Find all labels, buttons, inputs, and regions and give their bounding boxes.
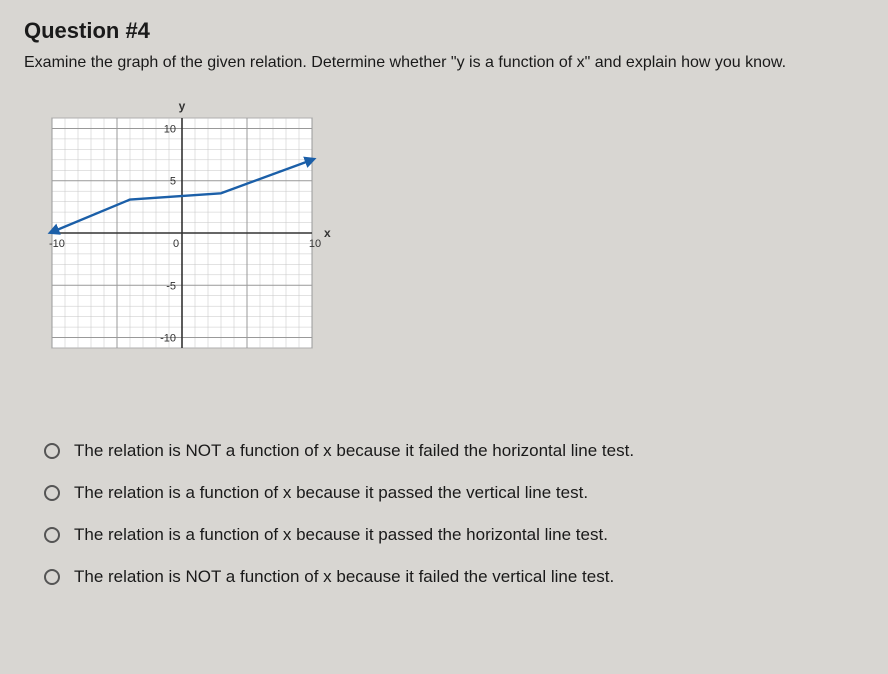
- option-row[interactable]: The relation is NOT a function of x beca…: [44, 441, 864, 461]
- radio-button[interactable]: [44, 485, 60, 501]
- svg-text:-5: -5: [166, 280, 176, 292]
- option-text: The relation is a function of x because …: [74, 483, 588, 503]
- svg-text:-10: -10: [160, 333, 176, 345]
- question-prompt: Examine the graph of the given relation.…: [24, 54, 864, 72]
- option-row[interactable]: The relation is a function of x because …: [44, 525, 864, 545]
- radio-button[interactable]: [44, 443, 60, 459]
- radio-button[interactable]: [44, 527, 60, 543]
- graph-svg: 0 10 -10 5 10 -10 -5 y x: [24, 90, 340, 376]
- svg-text:10: 10: [164, 123, 176, 135]
- svg-text:10: 10: [309, 238, 321, 250]
- option-text: The relation is a function of x because …: [74, 525, 608, 545]
- option-row[interactable]: The relation is a function of x because …: [44, 483, 864, 503]
- svg-text:x: x: [324, 226, 331, 240]
- question-title: Question #4: [24, 18, 864, 44]
- option-text: The relation is NOT a function of x beca…: [74, 441, 634, 461]
- radio-button[interactable]: [44, 569, 60, 585]
- svg-text:0: 0: [173, 238, 179, 250]
- graph-container: 0 10 -10 5 10 -10 -5 y x: [24, 90, 864, 381]
- svg-text:y: y: [179, 99, 186, 113]
- svg-text:-10: -10: [49, 238, 65, 250]
- answer-options: The relation is NOT a function of x beca…: [24, 441, 864, 587]
- option-text: The relation is NOT a function of x beca…: [74, 567, 614, 587]
- svg-text:5: 5: [170, 176, 176, 188]
- option-row[interactable]: The relation is NOT a function of x beca…: [44, 567, 864, 587]
